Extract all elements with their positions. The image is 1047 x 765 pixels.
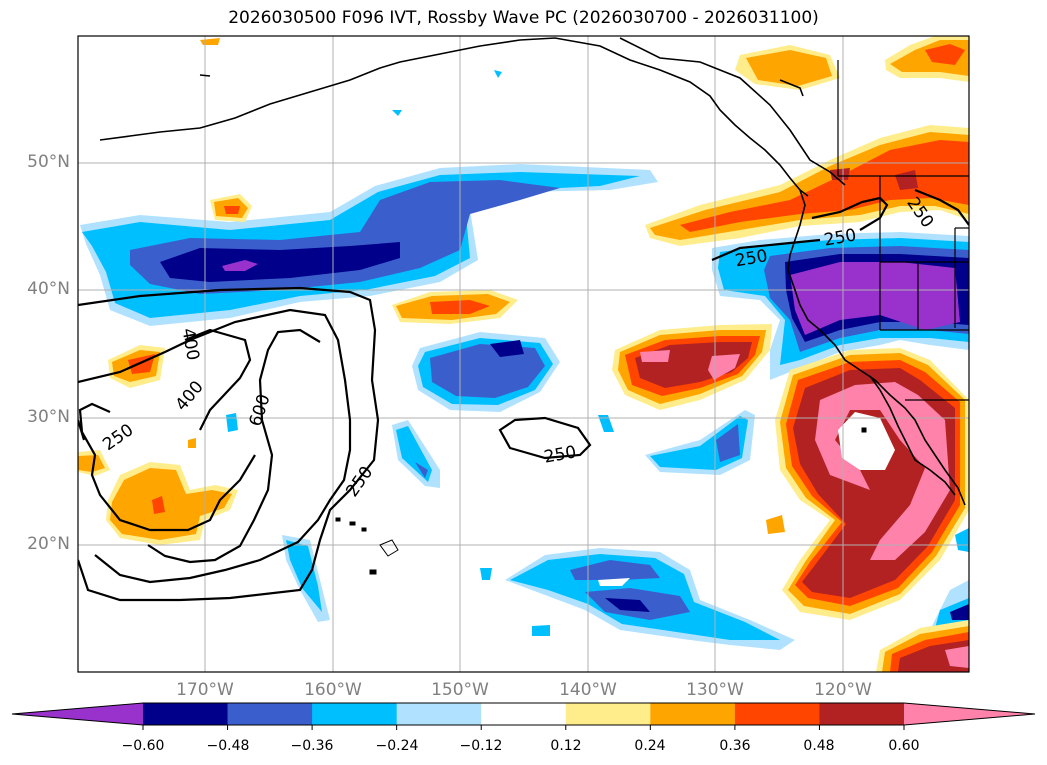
lat-label-40n: 40°N [27,279,70,299]
colorbar-extend-max [904,703,1035,725]
contour-label: 400 [177,327,202,362]
colorbar-label: −0.60 [121,738,165,754]
colorbar-label: 0.48 [803,738,835,754]
colorbar-cells [143,703,905,725]
lon-label-140w: 140°W [559,680,617,700]
political-borders [837,60,969,401]
coastlines [99,37,966,506]
colorbar-label: −0.48 [206,738,250,754]
lon-label-130w: 130°W [686,680,744,700]
map-frame [77,35,970,673]
colorbar-cell [227,703,313,725]
positive-anomaly-east-pacific [612,324,772,410]
colorbar-label: −0.24 [375,738,419,754]
colorbar-label: 0.60 [888,738,920,754]
colorbar-label: 0.36 [719,738,751,754]
ivt-contours [78,188,969,602]
colorbar-label: −0.36 [290,738,334,754]
lat-label-20n: 20°N [27,534,70,554]
lat-label-30n: 30°N [27,407,70,427]
colorbar-cell [312,703,398,725]
contour-label: 400 [172,377,208,415]
contour-label: 250 [342,463,377,501]
negative-anomaly-central-pacific [412,332,560,412]
colorbar-label: 0.12 [550,738,582,754]
positive-anomaly-pacific-northwest [200,36,969,246]
islands [335,427,867,575]
colorbar-cell [481,703,567,725]
lon-label-170w: 170°W [176,680,234,700]
map-title: 2026030500 F096 IVT, Rossby Wave PC (202… [228,8,819,28]
negative-anomaly-subtropics [505,548,795,650]
contour-label: 250 [543,442,578,467]
lat-label-50n: 50°N [27,152,70,172]
colorbar-label: 0.24 [634,738,666,754]
colorbar [11,702,1036,730]
lon-label-120w: 120°W [814,680,872,700]
colorbar-cell [819,703,905,725]
colorbar-cell [396,703,482,725]
contour-label: 600 [246,392,275,429]
colorbar-extend-min [12,703,143,725]
graticule [78,36,969,672]
contour-label: 250 [99,420,137,455]
colorbar-cell [565,703,651,725]
positive-anomaly-southeast-corner [876,620,969,672]
lon-label-150w: 150°W [431,680,489,700]
lon-label-160w: 160°W [304,680,362,700]
negative-anomaly-north-pacific [80,164,658,326]
colorbar-cell [650,703,736,725]
map-field: 400 400 250 600 250 250 250 250 250 [78,36,969,672]
positive-anomaly-california-arc [775,348,969,620]
colorbar-label: −0.12 [459,738,503,754]
colorbar-cell [734,703,820,725]
colorbar-cell [143,703,229,725]
